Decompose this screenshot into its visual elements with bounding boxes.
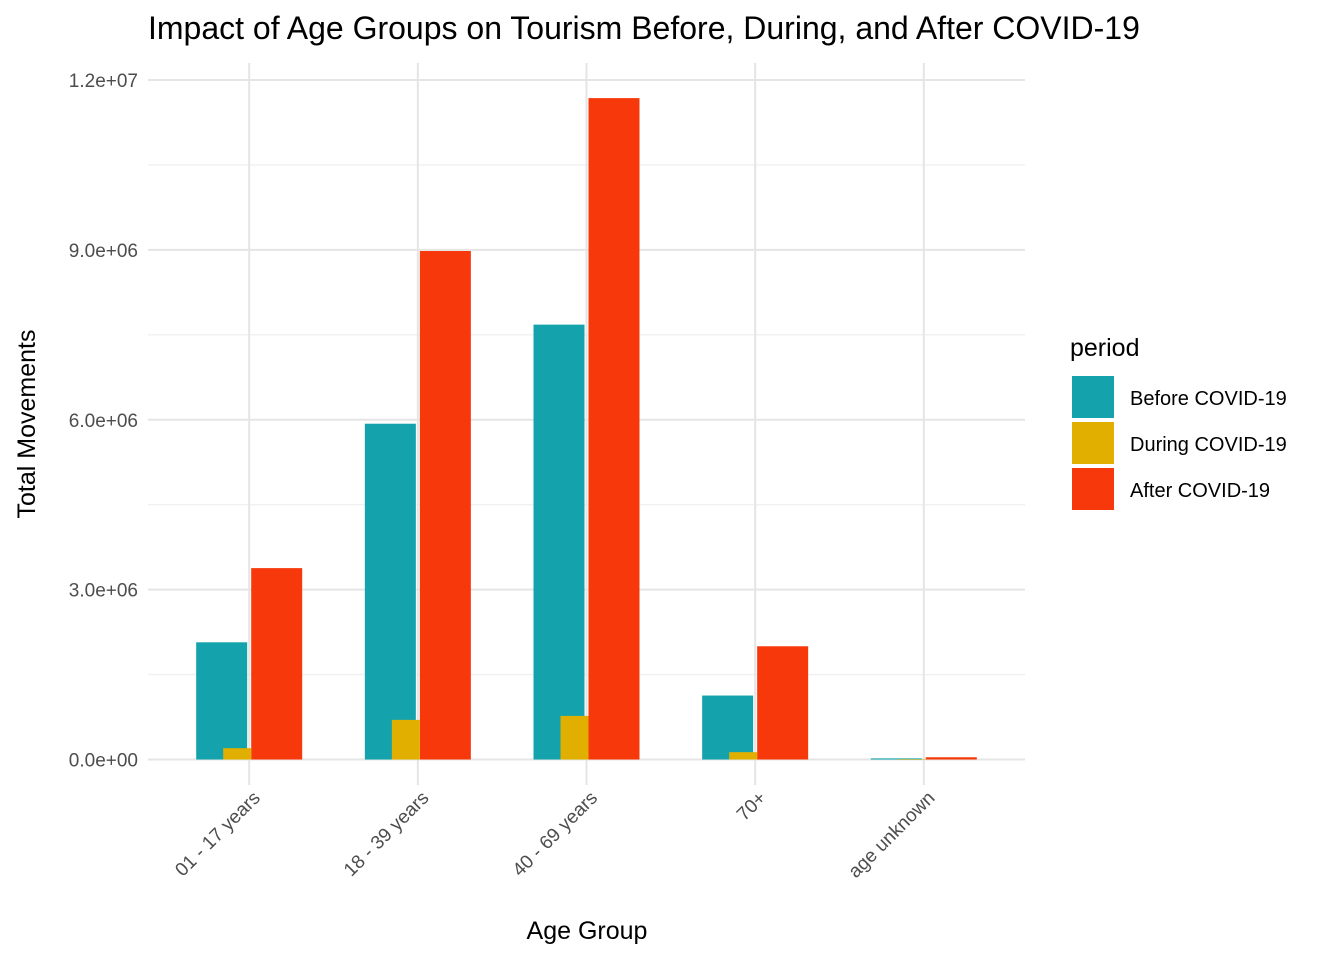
x-tick-label: 18 - 39 years (340, 788, 433, 881)
bar-during-covid-19-0 (223, 748, 252, 760)
bar-during-covid-19-1 (391, 719, 420, 760)
bar-before-covid-19-2 (533, 324, 585, 760)
y-axis-title: Total Movements (13, 330, 41, 519)
bar-during-covid-19-4 (897, 759, 926, 760)
bar-after-covid-19-3 (757, 646, 809, 760)
legend-swatch (1072, 468, 1114, 510)
bar-after-covid-19-2 (588, 98, 640, 760)
legend-title: period (1070, 334, 1140, 362)
bar-during-covid-19-3 (729, 752, 758, 760)
chart-title: Impact of Age Groups on Tourism Before, … (148, 10, 1140, 46)
y-tick-label: 0.0e+00 (69, 751, 138, 772)
bars (196, 98, 977, 760)
bar-after-covid-19-4 (925, 757, 977, 760)
y-tick-label: 1.2e+07 (69, 71, 138, 92)
bar-before-covid-19-3 (702, 695, 754, 760)
y-tick-label: 6.0e+06 (69, 411, 138, 432)
y-tick-label: 9.0e+06 (69, 241, 138, 262)
x-tick-label: 40 - 69 years (509, 788, 602, 881)
bar-after-covid-19-1 (419, 251, 471, 760)
x-tick-label: 70+ (733, 788, 771, 826)
legend-label: After COVID-19 (1130, 480, 1270, 502)
bar-during-covid-19-2 (560, 715, 589, 760)
legend: period Before COVID-19 During COVID-19 Aft… (1070, 334, 1287, 510)
x-tick-label: 01 - 17 years (171, 788, 264, 881)
legend-label: Before COVID-19 (1130, 388, 1287, 410)
y-axis-ticks: 0.0e+00 3.0e+06 6.0e+06 9.0e+06 1.2e+07 (69, 71, 138, 772)
bar-after-covid-19-0 (251, 568, 303, 760)
legend-label: During COVID-19 (1130, 434, 1287, 456)
legend-swatch (1072, 376, 1114, 418)
y-tick-label: 3.0e+06 (69, 581, 138, 602)
x-tick-label: age unknown (845, 788, 940, 883)
bar-before-covid-19-1 (364, 423, 416, 760)
x-axis-ticks: 01 - 17 years 18 - 39 years 40 - 69 years 7… (171, 788, 939, 883)
bar-before-covid-19-4 (870, 758, 922, 760)
legend-swatch (1072, 422, 1114, 464)
bar-before-covid-19-0 (196, 642, 248, 760)
x-axis-title: Age Group (527, 917, 648, 945)
